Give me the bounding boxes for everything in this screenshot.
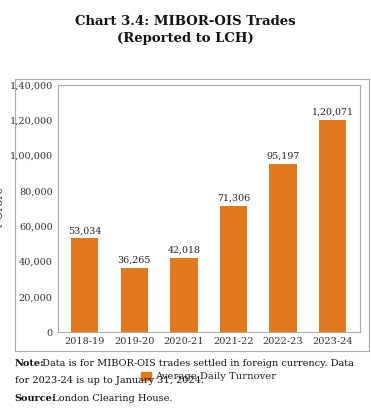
Y-axis label: ₹ Crore: ₹ Crore xyxy=(0,187,5,230)
Text: 95,197: 95,197 xyxy=(266,152,300,161)
Bar xyxy=(220,206,247,332)
Bar xyxy=(170,258,197,332)
Bar xyxy=(121,268,148,332)
Text: Chart 3.4: MIBOR-OIS Trades: Chart 3.4: MIBOR-OIS Trades xyxy=(75,15,296,27)
Text: Source:: Source: xyxy=(15,394,56,403)
Text: 71,306: 71,306 xyxy=(217,194,250,203)
Text: Data is for MIBOR-OIS trades settled in foreign currency. Data: Data is for MIBOR-OIS trades settled in … xyxy=(39,359,354,368)
Bar xyxy=(319,120,346,332)
Text: 53,034: 53,034 xyxy=(68,226,101,235)
Text: for 2023-24 is up to January 31, 2024.: for 2023-24 is up to January 31, 2024. xyxy=(15,376,204,386)
Bar xyxy=(269,164,297,332)
Text: (Reported to LCH): (Reported to LCH) xyxy=(117,32,254,45)
Text: 1,20,071: 1,20,071 xyxy=(312,108,354,117)
Text: 36,265: 36,265 xyxy=(118,256,151,265)
Text: London Clearing House.: London Clearing House. xyxy=(49,394,173,403)
Legend: Average Daily Turnover: Average Daily Turnover xyxy=(141,372,276,381)
Text: 42,018: 42,018 xyxy=(167,246,200,255)
Text: Note:: Note: xyxy=(15,359,45,368)
Bar xyxy=(71,239,98,332)
